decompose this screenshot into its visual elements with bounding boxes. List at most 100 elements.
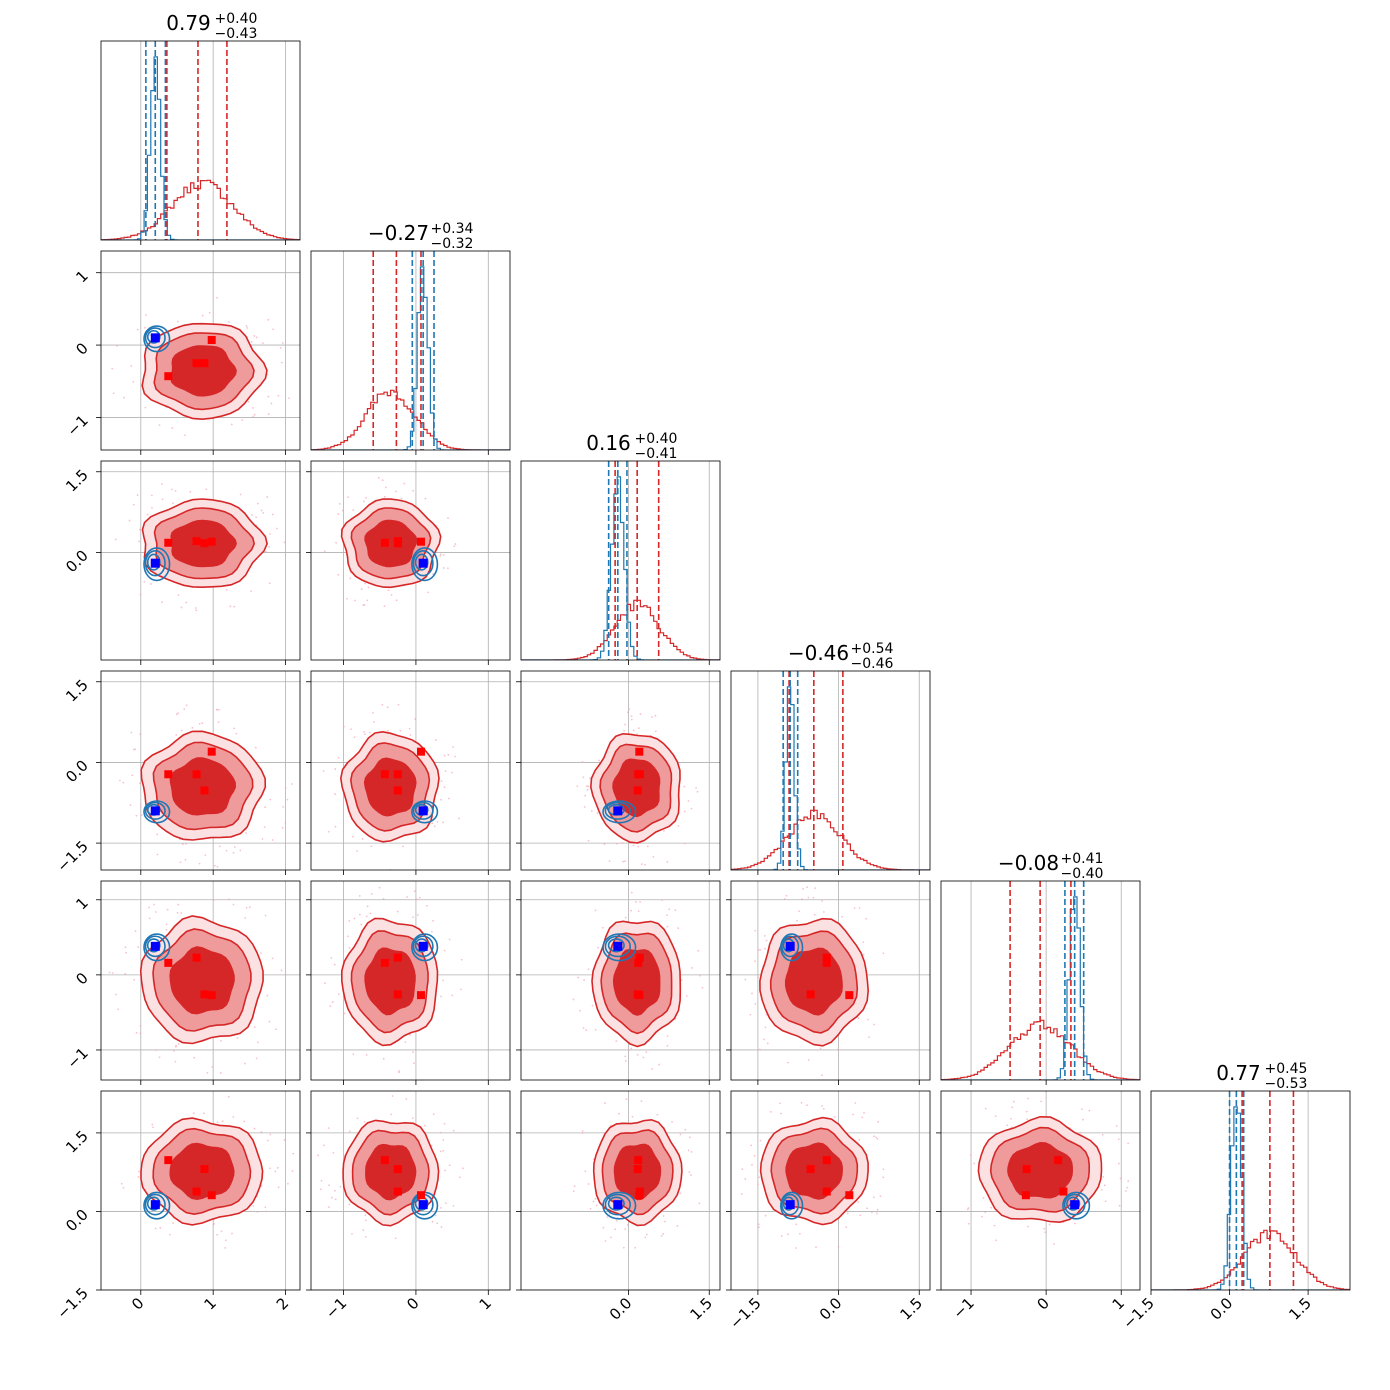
sample-point [795, 1247, 797, 1249]
sample-point [415, 898, 418, 901]
sample-point [284, 821, 287, 824]
sample-point [806, 1104, 808, 1107]
sample-point [165, 928, 168, 931]
panel-5-0: 0 1 2 −1.5 0.0 1.5 [53, 1090, 301, 1323]
blue-marker [1070, 1200, 1080, 1210]
panel-title-plus: +0.41 [1061, 851, 1104, 867]
blue-marker [613, 1200, 623, 1210]
sample-point [587, 968, 590, 971]
sample-point [572, 1190, 575, 1193]
panel-content [101, 251, 300, 450]
sample-point [139, 1024, 142, 1027]
red-marker [192, 953, 201, 962]
sample-point [291, 1170, 294, 1172]
sample-point [597, 946, 599, 949]
sample-point [443, 949, 446, 952]
sample-point [161, 483, 163, 486]
panel-5-3: −1.5 0.0 1.5 [726, 1090, 931, 1333]
sample-point [683, 810, 686, 813]
sample-point [365, 915, 368, 918]
sample-point [218, 845, 221, 848]
panel-content [521, 1091, 720, 1290]
sample-point [589, 777, 591, 780]
sample-point [219, 1039, 222, 1042]
sample-point [443, 786, 446, 789]
sample-point [275, 1028, 277, 1031]
sample-point [138, 1170, 140, 1173]
red-marker [845, 991, 854, 1000]
sample-point [424, 497, 427, 500]
sample-point [754, 929, 757, 932]
sample-point [431, 822, 434, 825]
sample-point [679, 1133, 682, 1136]
sample-point [646, 845, 649, 848]
sample-point [369, 912, 372, 915]
sample-point [138, 528, 141, 531]
sample-point [256, 1211, 259, 1213]
sample-point [995, 1239, 998, 1242]
red-contour-inner [612, 948, 661, 1016]
sample-point [381, 703, 384, 706]
sample-point [345, 597, 348, 600]
sample-point [390, 1113, 393, 1116]
panel-frame [310, 250, 511, 451]
red-marker [207, 1191, 216, 1200]
sample-point [585, 785, 588, 787]
sample-point [690, 1150, 693, 1153]
red-marker [1022, 1165, 1031, 1174]
sample-point [764, 947, 766, 950]
sample-point [439, 555, 442, 557]
sample-point [630, 1047, 633, 1050]
sample-point [873, 1023, 875, 1026]
sample-point [370, 845, 373, 848]
x-tick-label: −1 [949, 1294, 977, 1322]
sample-point [632, 844, 635, 847]
sample-point [135, 814, 138, 817]
sample-point [394, 1237, 397, 1240]
sample-point [444, 1202, 447, 1205]
red-marker [192, 359, 201, 368]
panel-title-plus: +0.40 [215, 11, 258, 27]
sample-point [329, 1005, 332, 1008]
sample-point [143, 581, 146, 583]
sample-point [411, 1117, 414, 1120]
sample-point [279, 346, 282, 349]
sample-point [819, 1047, 822, 1050]
blue-contour [412, 801, 434, 820]
sample-point [687, 800, 690, 802]
blue-contour [1063, 1193, 1086, 1216]
sample-point [328, 1184, 330, 1187]
sample-point [882, 1168, 885, 1171]
sample-point [431, 1210, 434, 1213]
sample-point [697, 949, 700, 952]
sample-point [628, 708, 631, 711]
red-marker [393, 786, 402, 795]
red-marker [416, 537, 425, 546]
red-marker [635, 991, 644, 1000]
sample-point [366, 905, 369, 908]
red-contour-inner [364, 947, 416, 1016]
sample-point [440, 780, 443, 782]
sample-point [591, 1004, 594, 1007]
sample-point [787, 1061, 789, 1064]
sample-point [579, 1009, 581, 1012]
sample-point [347, 496, 350, 499]
sample-point [198, 862, 201, 865]
sample-point [749, 1013, 752, 1016]
sample-point [868, 1036, 870, 1039]
sample-point [637, 727, 640, 730]
sample-point [264, 1206, 267, 1209]
blue-marker [150, 333, 160, 343]
sample-point [583, 979, 586, 981]
sample-point [274, 1170, 277, 1173]
panel-content [101, 41, 300, 240]
sample-point [757, 948, 760, 951]
sample-point [283, 1139, 286, 1141]
sample-point [129, 804, 132, 807]
sample-point [581, 761, 584, 763]
sample-point [122, 781, 125, 784]
sample-point [454, 755, 457, 758]
sample-point [698, 1202, 701, 1205]
sample-point [680, 979, 683, 982]
panel-content [101, 461, 300, 660]
